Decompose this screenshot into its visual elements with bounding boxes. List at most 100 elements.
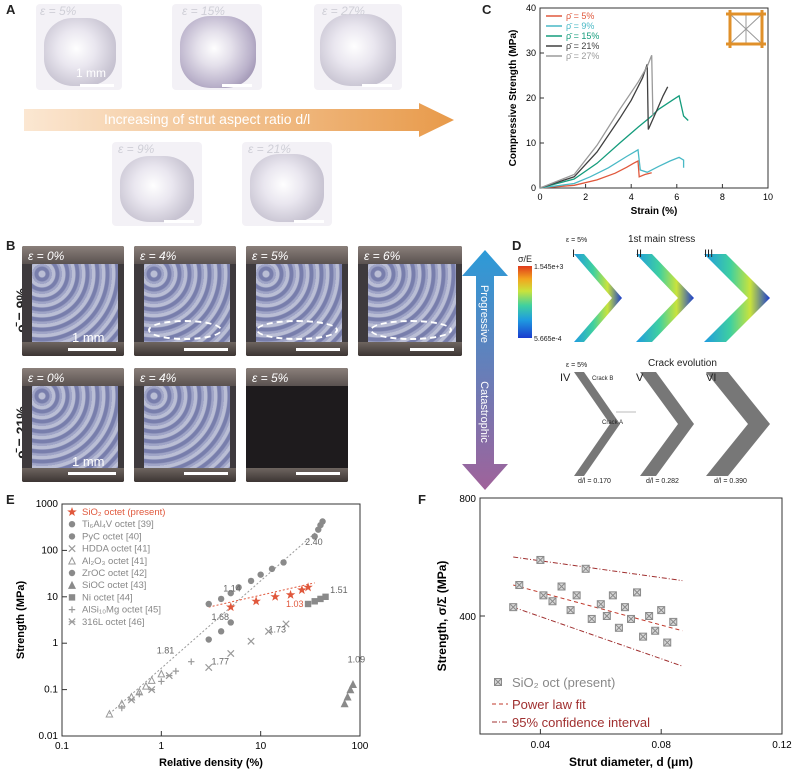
scale-bar (184, 472, 228, 475)
data-point (311, 533, 318, 540)
lattice-sample (120, 156, 194, 222)
crack-strut-iv (574, 372, 620, 476)
strain-label: ε = 21% (248, 142, 291, 156)
strain-label: ε = 4% (140, 249, 177, 263)
lattice-sample (180, 16, 256, 88)
frame-top (22, 368, 124, 386)
legend-marker (67, 507, 77, 516)
x-tick-label: 100 (352, 741, 369, 752)
y-axis-label: Strength (MPa) (15, 581, 27, 660)
crack-evolution-title: Crack evolution (648, 358, 717, 369)
panel-c-label: C (482, 2, 492, 17)
series-line (539, 55, 654, 189)
y-tick-label: 0 (531, 183, 536, 193)
strain-label: ε = 0% (28, 371, 65, 385)
frame-b7: ε = 5% (246, 368, 348, 482)
data-point (270, 591, 280, 601)
data-point (348, 679, 357, 689)
crack-a-label: Crack A (602, 420, 624, 426)
data-point (205, 636, 212, 643)
arrow-text: Increasing of strut aspect ratio d/l (104, 111, 311, 127)
data-point (157, 669, 166, 678)
panel-b-label: B (6, 238, 16, 253)
scale-bar (68, 348, 116, 351)
strain-label: ε = 0% (28, 249, 65, 263)
roman-i: I (572, 248, 576, 260)
compressive-strength-chart: 0 2 4 6 8 10 0 10 20 30 40 Strain (%) Compressive St… (508, 3, 773, 217)
strain-label: ε = 5% (252, 371, 289, 385)
data-point (172, 667, 180, 675)
data-point (165, 672, 173, 680)
scale-label: 1 mm (76, 66, 106, 80)
lattice-view (32, 386, 118, 470)
confidence-lower (513, 606, 683, 667)
scale-bar (296, 348, 340, 351)
slope-annotation: 2.40 (305, 537, 323, 547)
failure-zone-marker (370, 320, 452, 340)
x-tick-label: 10 (255, 741, 267, 752)
data-point (247, 577, 255, 585)
y-axis-label: Compressive Strength (MPa) (508, 30, 519, 167)
data-point (285, 589, 296, 599)
data-point (227, 619, 234, 626)
legend-entry: PyC octet [40] (82, 531, 142, 542)
slope-annotation: 1.77 (212, 656, 230, 666)
legend-marker (68, 569, 76, 577)
slope-annotation: 1.68 (212, 612, 230, 622)
dl-value-1: d/l = 0.170 (578, 478, 611, 485)
x-tick-label: 4 (629, 192, 634, 202)
panel-a-photo-4: ε = 9% (112, 142, 202, 226)
frame-top (358, 246, 462, 264)
progressive-label: Progressive (478, 284, 490, 344)
y-tick-label: 10 (47, 592, 59, 603)
frame-bottom (246, 468, 348, 482)
data-point-cross (615, 624, 623, 632)
aspect-ratio-arrow: Increasing of strut aspect ratio d/l (24, 103, 454, 137)
crack-strut-v (640, 372, 694, 476)
y-tick-label: 1 (52, 638, 58, 649)
legend-entry: ρ̄ = 5% (566, 11, 594, 21)
data-point (247, 637, 255, 645)
y-tick-label: 0.1 (44, 685, 58, 696)
strain-label: ε = 27% (322, 4, 365, 18)
data-point (141, 681, 150, 690)
data-point (217, 628, 225, 635)
plot-frame (61, 503, 361, 737)
legend-marker (68, 521, 76, 528)
panel-a-photo-1: ε = 5% 1 mm (36, 4, 122, 90)
data-point-cross (509, 603, 517, 611)
x-tick-label: 0.08 (651, 740, 671, 751)
scale-bar (296, 472, 340, 475)
eps-top: ε = 5% (566, 237, 588, 244)
legend-entry: Power law fit (512, 697, 586, 712)
panel-d-label: D (512, 238, 522, 253)
failure-zone-marker (148, 320, 222, 340)
data-point (264, 627, 273, 635)
panel-e-label: E (6, 492, 15, 507)
legend-marker (68, 606, 76, 613)
frame-bottom (134, 468, 236, 482)
slope-annotation: 1.81 (157, 645, 175, 655)
data-point (317, 595, 324, 603)
data-point-cross (558, 583, 565, 590)
data-point (251, 596, 261, 606)
x-tick-label: 0 (537, 192, 542, 202)
y-tick-label: 1000 (36, 499, 59, 510)
y-tick-label: 800 (459, 494, 476, 505)
scale-label: 1 mm (72, 330, 105, 345)
legend-entry: SiOC octet [43] (82, 580, 146, 591)
legend-marker-cross (494, 678, 502, 686)
dl-value-2: d/l = 0.282 (646, 478, 679, 485)
data-point (268, 565, 276, 573)
data-point (343, 692, 352, 701)
y-tick-label: 100 (41, 545, 58, 556)
x-axis-label: Strut diameter, d (μm) (569, 755, 693, 769)
data-point (105, 709, 114, 718)
eps-bottom: ε = 5% (566, 362, 588, 369)
y-tick-label: 20 (526, 93, 536, 103)
stress-simulation-figure (518, 254, 770, 476)
data-point (148, 685, 156, 694)
inset-unit-cell-struts (729, 13, 763, 45)
crack-b-label: Crack B (592, 376, 614, 382)
data-point (227, 649, 235, 658)
